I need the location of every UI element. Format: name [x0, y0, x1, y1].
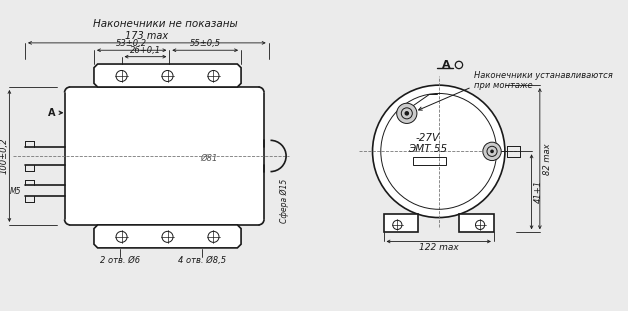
Text: 4 отв. Ø8,5: 4 отв. Ø8,5 [178, 256, 227, 265]
Text: 26+0,1: 26+0,1 [130, 46, 161, 55]
Polygon shape [94, 225, 241, 248]
Circle shape [404, 111, 409, 116]
Text: 173 max: 173 max [125, 31, 168, 41]
Text: Ø81: Ø81 [200, 154, 217, 163]
Text: при монтаже: при монтаже [474, 81, 533, 90]
Circle shape [397, 103, 417, 123]
Bar [413, 157, 446, 165]
Polygon shape [459, 214, 494, 232]
Text: Наконечники устанавливаются: Наконечники устанавливаются [474, 72, 612, 81]
Text: 122 max: 122 max [419, 243, 458, 252]
Polygon shape [94, 64, 241, 87]
Circle shape [372, 85, 505, 218]
Circle shape [490, 150, 494, 153]
Polygon shape [65, 87, 264, 225]
Text: -27V: -27V [416, 133, 440, 143]
Text: Сфера Ø15: Сфера Ø15 [279, 179, 289, 223]
Text: A: A [441, 60, 450, 70]
Text: ЭМТ 55: ЭМТ 55 [408, 144, 447, 154]
Text: 2 отв. Ø6: 2 отв. Ø6 [100, 256, 140, 265]
Text: M5: M5 [10, 187, 21, 196]
Text: 41+1: 41+1 [534, 180, 543, 203]
Text: A: A [48, 108, 55, 118]
Text: 55±0,5: 55±0,5 [190, 39, 221, 49]
Text: 53±0,2: 53±0,2 [116, 39, 147, 49]
Text: 82 max: 82 max [543, 143, 551, 174]
Circle shape [483, 142, 501, 160]
Text: Наконечники не показаны: Наконечники не показаны [94, 20, 238, 30]
Polygon shape [384, 214, 418, 232]
Text: 100±0,2: 100±0,2 [0, 138, 8, 174]
